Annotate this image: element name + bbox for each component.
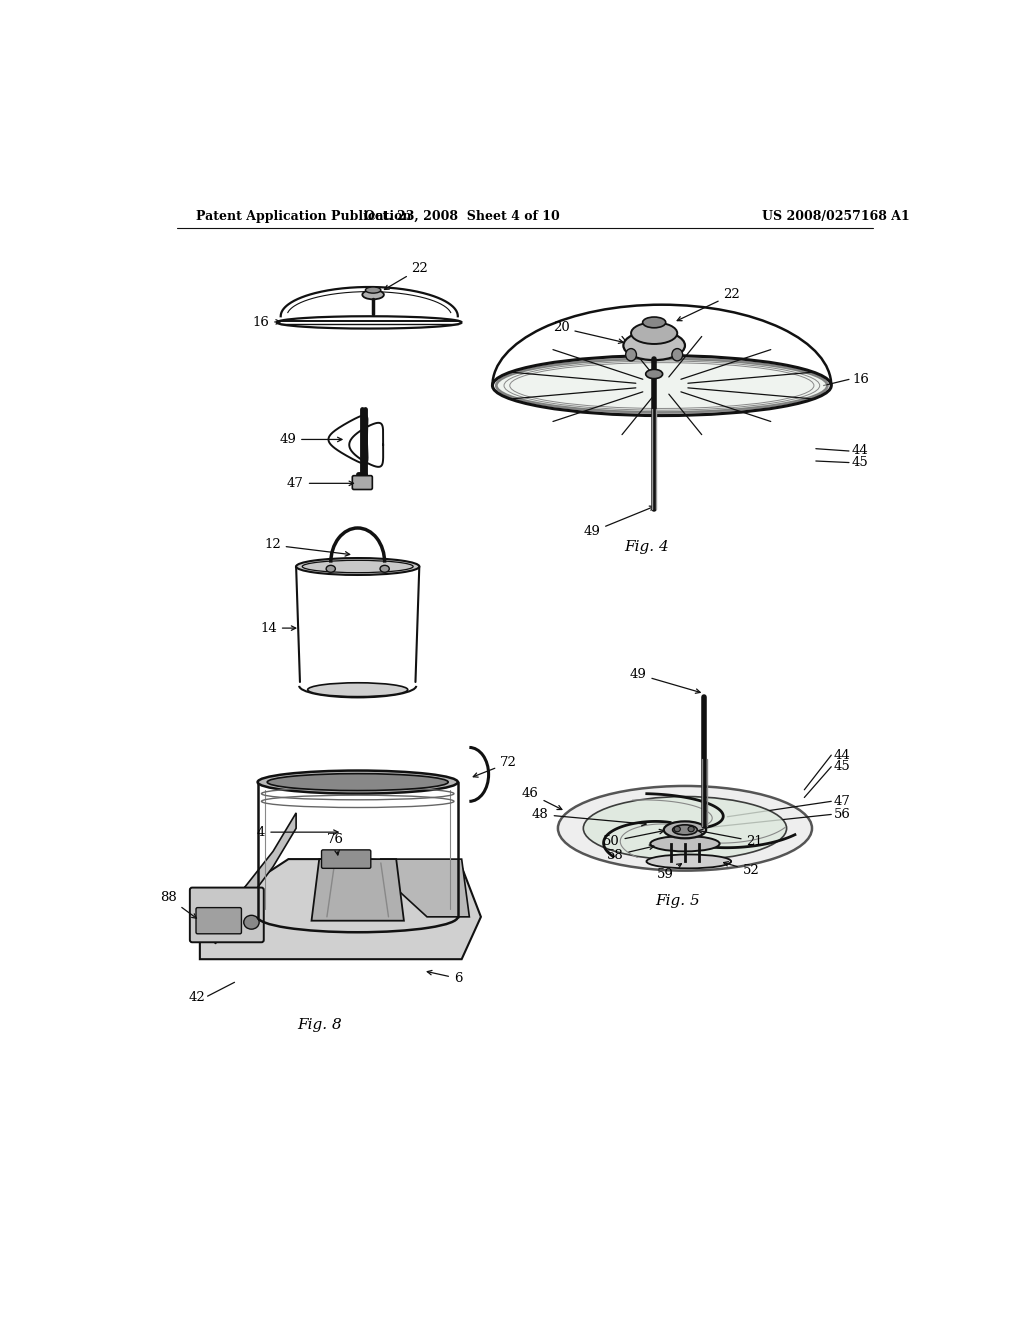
- Text: 49: 49: [584, 506, 654, 539]
- Text: Patent Application Publication: Patent Application Publication: [196, 210, 412, 223]
- Text: 49: 49: [280, 433, 342, 446]
- Ellipse shape: [497, 359, 827, 413]
- Ellipse shape: [307, 682, 408, 697]
- Text: 45: 45: [834, 760, 850, 774]
- Polygon shape: [215, 813, 296, 944]
- Text: 12: 12: [264, 539, 350, 556]
- Ellipse shape: [646, 370, 663, 379]
- Text: 22: 22: [384, 261, 428, 289]
- Ellipse shape: [664, 821, 707, 838]
- Ellipse shape: [584, 796, 786, 861]
- Ellipse shape: [244, 915, 259, 929]
- Text: 21: 21: [698, 829, 763, 847]
- Text: 49: 49: [630, 668, 700, 693]
- Text: 88: 88: [160, 891, 197, 919]
- Text: 20: 20: [553, 321, 624, 343]
- Text: 48: 48: [531, 808, 646, 826]
- Text: 6: 6: [427, 970, 463, 985]
- Text: 72: 72: [473, 756, 517, 777]
- Text: Fig. 5: Fig. 5: [655, 895, 699, 908]
- Text: 44: 44: [852, 445, 868, 458]
- FancyBboxPatch shape: [196, 908, 242, 933]
- Ellipse shape: [624, 331, 685, 360]
- Ellipse shape: [326, 565, 336, 573]
- Text: 56: 56: [834, 808, 851, 821]
- Ellipse shape: [258, 771, 458, 793]
- Text: 47: 47: [834, 795, 851, 808]
- Ellipse shape: [631, 322, 677, 345]
- Text: US 2008/0257168 A1: US 2008/0257168 A1: [762, 210, 909, 223]
- Ellipse shape: [267, 774, 449, 791]
- Text: 4: 4: [257, 825, 338, 838]
- Ellipse shape: [672, 348, 683, 360]
- Text: 59: 59: [656, 863, 681, 880]
- FancyBboxPatch shape: [189, 887, 264, 942]
- Text: Oct. 23, 2008  Sheet 4 of 10: Oct. 23, 2008 Sheet 4 of 10: [364, 210, 559, 223]
- Text: 16: 16: [852, 372, 869, 385]
- Text: 42: 42: [188, 991, 205, 1005]
- Polygon shape: [311, 859, 403, 921]
- Ellipse shape: [366, 286, 381, 293]
- Text: 76: 76: [327, 833, 344, 855]
- Text: 46: 46: [522, 787, 562, 809]
- Ellipse shape: [674, 826, 680, 832]
- Text: 58: 58: [606, 845, 654, 862]
- Text: 45: 45: [852, 455, 868, 469]
- Polygon shape: [200, 859, 481, 960]
- Ellipse shape: [380, 565, 389, 573]
- Ellipse shape: [688, 826, 694, 832]
- Ellipse shape: [643, 317, 666, 327]
- Text: Fig. 4: Fig. 4: [624, 540, 669, 554]
- Text: 14: 14: [260, 622, 296, 635]
- Text: 16: 16: [252, 315, 281, 329]
- Ellipse shape: [650, 836, 720, 851]
- Ellipse shape: [296, 558, 419, 576]
- Text: Fig. 8: Fig. 8: [297, 1018, 342, 1032]
- Ellipse shape: [673, 825, 697, 834]
- Text: 50: 50: [603, 829, 664, 847]
- Text: 44: 44: [834, 748, 850, 762]
- Text: 22: 22: [677, 288, 740, 321]
- Text: 52: 52: [724, 862, 760, 878]
- Polygon shape: [381, 859, 469, 917]
- Ellipse shape: [558, 785, 812, 871]
- Ellipse shape: [626, 348, 637, 360]
- Ellipse shape: [646, 854, 731, 869]
- FancyBboxPatch shape: [352, 475, 373, 490]
- Text: 47: 47: [287, 477, 353, 490]
- FancyBboxPatch shape: [322, 850, 371, 869]
- Ellipse shape: [362, 290, 384, 300]
